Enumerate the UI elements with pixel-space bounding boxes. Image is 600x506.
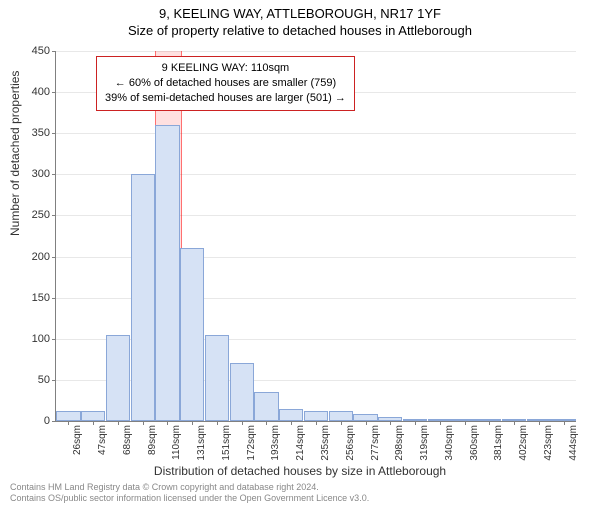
x-tick-mark <box>93 421 94 425</box>
x-tick-mark <box>217 421 218 425</box>
x-tick-mark <box>167 421 168 425</box>
histogram-bar <box>329 411 353 421</box>
footer-line1: Contains HM Land Registry data © Crown c… <box>10 482 369 493</box>
annotation-line3: 39% of semi-detached houses are larger (… <box>105 91 346 106</box>
x-tick-mark <box>415 421 416 425</box>
y-tick-label: 50 <box>38 374 50 386</box>
x-tick-label: 340sqm <box>444 425 455 461</box>
page-subtitle: Size of property relative to detached ho… <box>0 23 600 38</box>
x-tick-mark <box>341 421 342 425</box>
x-tick-label: 402sqm <box>518 425 529 461</box>
y-tick-label: 300 <box>32 168 50 180</box>
page-title-address: 9, KEELING WAY, ATTLEBOROUGH, NR17 1YF <box>0 6 600 21</box>
y-tick-label: 100 <box>32 333 50 345</box>
x-tick-label: 319sqm <box>419 425 430 461</box>
y-tick-label: 450 <box>32 45 50 57</box>
histogram-bar <box>155 125 179 421</box>
x-tick-label: 256sqm <box>345 425 356 461</box>
x-tick-mark <box>366 421 367 425</box>
histogram-bar <box>205 335 229 421</box>
y-tick-label: 250 <box>32 209 50 221</box>
x-axis-label: Distribution of detached houses by size … <box>0 464 600 478</box>
x-tick-label: 131sqm <box>196 425 207 461</box>
x-tick-label: 89sqm <box>147 425 158 455</box>
x-tick-label: 235sqm <box>320 425 331 461</box>
x-tick-label: 214sqm <box>295 425 306 461</box>
chart-container: 9, KEELING WAY, ATTLEBOROUGH, NR17 1YF S… <box>0 6 600 506</box>
y-tick-label: 400 <box>32 86 50 98</box>
x-tick-mark <box>242 421 243 425</box>
annotation-line2: ← 60% of detached houses are smaller (75… <box>105 76 346 91</box>
y-tick-label: 350 <box>32 127 50 139</box>
histogram-bar <box>106 335 130 421</box>
x-tick-label: 423sqm <box>543 425 554 461</box>
histogram-bar <box>230 363 254 421</box>
histogram-bar <box>254 392 278 421</box>
y-tick-label: 200 <box>32 251 50 263</box>
histogram-bar <box>81 411 105 421</box>
histogram-bar <box>180 248 204 421</box>
x-tick-label: 193sqm <box>270 425 281 461</box>
x-tick-mark <box>143 421 144 425</box>
y-axis-label: Number of detached properties <box>8 71 22 236</box>
x-tick-mark <box>192 421 193 425</box>
x-tick-mark <box>539 421 540 425</box>
x-tick-label: 68sqm <box>122 425 133 455</box>
x-tick-mark <box>465 421 466 425</box>
x-tick-label: 47sqm <box>97 425 108 455</box>
y-tick-label: 0 <box>44 415 50 427</box>
annotation-box: 9 KEELING WAY: 110sqm ← 60% of detached … <box>96 56 355 111</box>
x-tick-mark <box>390 421 391 425</box>
x-tick-mark <box>489 421 490 425</box>
histogram-bar <box>304 411 328 421</box>
x-tick-label: 26sqm <box>72 425 83 455</box>
footer-line2: Contains OS/public sector information li… <box>10 493 369 504</box>
y-tick-label: 150 <box>32 292 50 304</box>
grid-line <box>56 133 576 134</box>
histogram-bar <box>279 409 303 421</box>
x-tick-label: 172sqm <box>246 425 257 461</box>
x-tick-label: 298sqm <box>394 425 405 461</box>
x-tick-label: 360sqm <box>469 425 480 461</box>
x-tick-mark <box>266 421 267 425</box>
x-tick-mark <box>291 421 292 425</box>
x-tick-label: 381sqm <box>493 425 504 461</box>
histogram-bar <box>56 411 80 421</box>
x-tick-label: 277sqm <box>370 425 381 461</box>
x-tick-mark <box>68 421 69 425</box>
footer-attribution: Contains HM Land Registry data © Crown c… <box>10 482 369 504</box>
x-tick-mark <box>514 421 515 425</box>
x-tick-label: 151sqm <box>221 425 232 461</box>
histogram-bar <box>131 174 155 421</box>
x-tick-label: 110sqm <box>171 425 182 460</box>
grid-line <box>56 51 576 52</box>
x-tick-label: 444sqm <box>568 425 579 461</box>
annotation-line1: 9 KEELING WAY: 110sqm <box>105 61 346 76</box>
x-tick-mark <box>316 421 317 425</box>
x-tick-mark <box>118 421 119 425</box>
x-tick-mark <box>564 421 565 425</box>
x-tick-mark <box>440 421 441 425</box>
